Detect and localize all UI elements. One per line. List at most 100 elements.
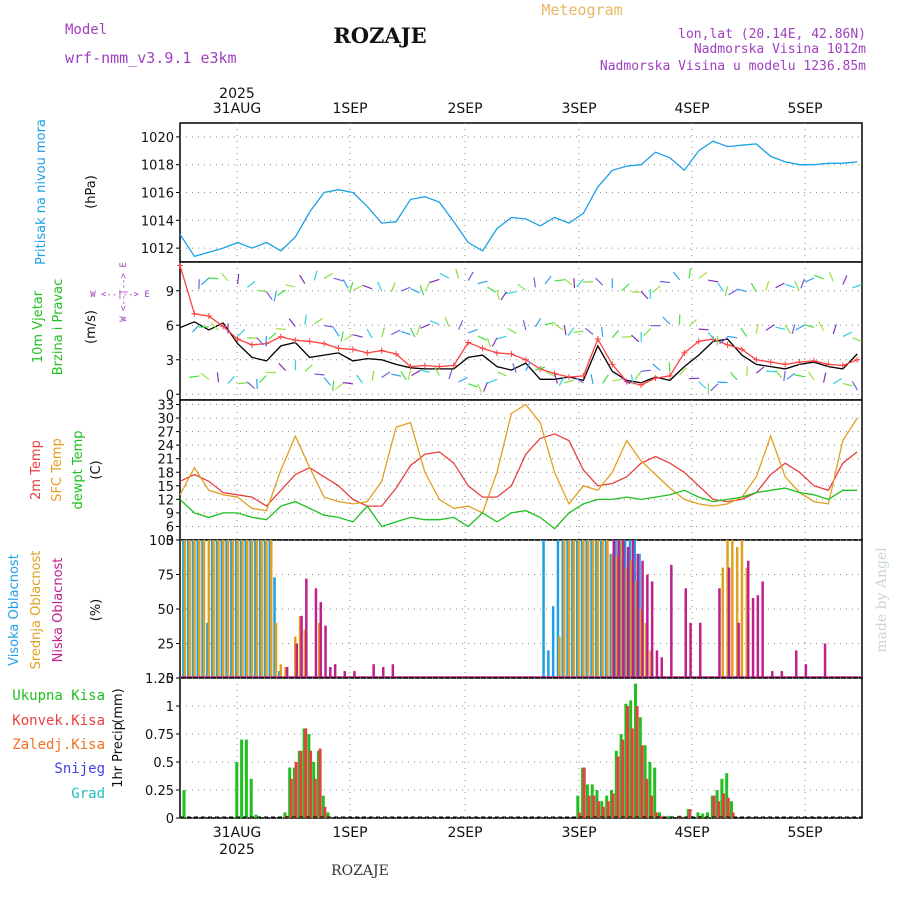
bar-srednja (284, 667, 287, 678)
gust-marker (249, 341, 256, 348)
wind-barb (419, 285, 425, 296)
gust-marker (479, 345, 486, 352)
bar-konvek-kisa (630, 728, 634, 818)
bar-srednja (639, 609, 643, 678)
wind-barb (688, 268, 692, 279)
bar-visoka (249, 540, 252, 678)
bar-niska (737, 622, 740, 678)
wind-barb (652, 285, 661, 293)
gust-marker (205, 313, 212, 320)
footer-station: ROZAJE (331, 863, 389, 879)
bottom-day-label: 5SEP (787, 825, 822, 841)
bar-konvek-kisa (717, 801, 721, 818)
bar-srednja (303, 629, 307, 678)
bar-ukupna-kisa (235, 762, 239, 818)
wind-barb (679, 367, 687, 376)
bar-srednja (596, 540, 600, 678)
wind-barb (842, 382, 853, 387)
wind-barb (814, 274, 824, 280)
bar-niska (305, 578, 308, 678)
ytick-label: 0 (166, 672, 174, 687)
gust-marker (666, 372, 673, 379)
bar-srednja (591, 540, 595, 678)
wind-barb (601, 326, 604, 337)
wind-barb (573, 330, 584, 334)
bar-visoka (210, 540, 214, 678)
wind-barb (259, 375, 267, 384)
gust-marker (580, 372, 587, 379)
wind-barb (533, 277, 537, 288)
bar-konvek-kisa (726, 797, 730, 818)
bar-niska (329, 667, 332, 678)
wind-barb (391, 373, 402, 377)
wind-barb (323, 272, 334, 280)
bar-visoka (206, 622, 209, 678)
bar-niska (756, 595, 760, 678)
ytick-label: 21 (157, 453, 174, 468)
bar-ukupna-kisa (701, 813, 705, 818)
wind-barb (554, 373, 558, 384)
wind-barb (444, 316, 450, 327)
wind-barb (659, 280, 670, 284)
wind-barb (765, 324, 775, 331)
coords-info: lon,lat (20.14E, 42.86N) (678, 27, 866, 42)
bar-visoka (580, 540, 584, 678)
bar-srednja (625, 567, 628, 678)
wind-barb (278, 362, 287, 371)
ytick-label: 15 (157, 480, 174, 495)
bar-konvek-kisa (294, 762, 298, 818)
bar-visoka (623, 540, 627, 678)
high-cloud-ylabel: Visoka Oblacnost (7, 554, 22, 666)
wind-compass-horizontal: W <--|--> E (90, 290, 150, 300)
wind-barb (728, 289, 738, 296)
wind-barb (567, 327, 575, 337)
bar-visoka (239, 540, 243, 678)
wind-barb (400, 330, 411, 336)
bottom-year-label: 2025 (219, 842, 255, 858)
bar-ukupna-kisa (624, 703, 628, 818)
bar-ukupna-kisa (638, 717, 642, 818)
sfc-temp-ylabel: SFC Temp (50, 438, 65, 502)
wind-barb (595, 277, 604, 286)
gust-marker (436, 363, 443, 370)
bar-ukupna-kisa (307, 734, 311, 818)
wind-barb (544, 322, 555, 326)
wind-barb (643, 328, 652, 337)
dewpt-ylabel: dewpt Temp (71, 430, 86, 509)
gust-marker (681, 349, 688, 356)
wind-barb (717, 282, 724, 292)
panel-frame (179, 677, 863, 819)
wind-barb (424, 281, 431, 292)
bar-niska (626, 546, 630, 678)
model-name: wrf-nmm_v3.9.1 e3km (65, 49, 237, 67)
gust-marker (810, 357, 817, 364)
bar-niska (823, 643, 827, 678)
bar-ukupna-kisa (686, 809, 690, 818)
wind-barb (818, 321, 825, 331)
wind-barb (439, 272, 450, 279)
gust-marker (854, 356, 861, 363)
bar-srednja (587, 540, 590, 678)
bar-konvek-kisa (650, 795, 653, 818)
top-day-label: 1SEP (332, 101, 367, 117)
wind-barb (640, 290, 649, 300)
ytick-label: 0.25 (145, 784, 174, 799)
wind-barb (727, 335, 738, 339)
ytick-label: 1012 (141, 242, 174, 257)
wind-barb (487, 286, 497, 293)
bar-konvek-kisa (645, 778, 649, 818)
bar-konvek-kisa (654, 812, 658, 818)
bar-konvek-kisa (606, 801, 610, 818)
bar-srednja (231, 540, 235, 678)
bar-ukupna-kisa (614, 750, 618, 818)
wind-barb (237, 274, 240, 285)
bar-ukupna-kisa (590, 784, 594, 818)
wind-barb (554, 279, 565, 282)
bar-ukupna-kisa (326, 812, 330, 818)
gust-marker (609, 361, 616, 368)
bottom-day-label: 2SEP (447, 825, 482, 841)
bar-srednja (226, 540, 230, 678)
gust-marker (335, 345, 342, 352)
bar-visoka (182, 540, 185, 678)
ytick-label: 50 (157, 603, 174, 618)
